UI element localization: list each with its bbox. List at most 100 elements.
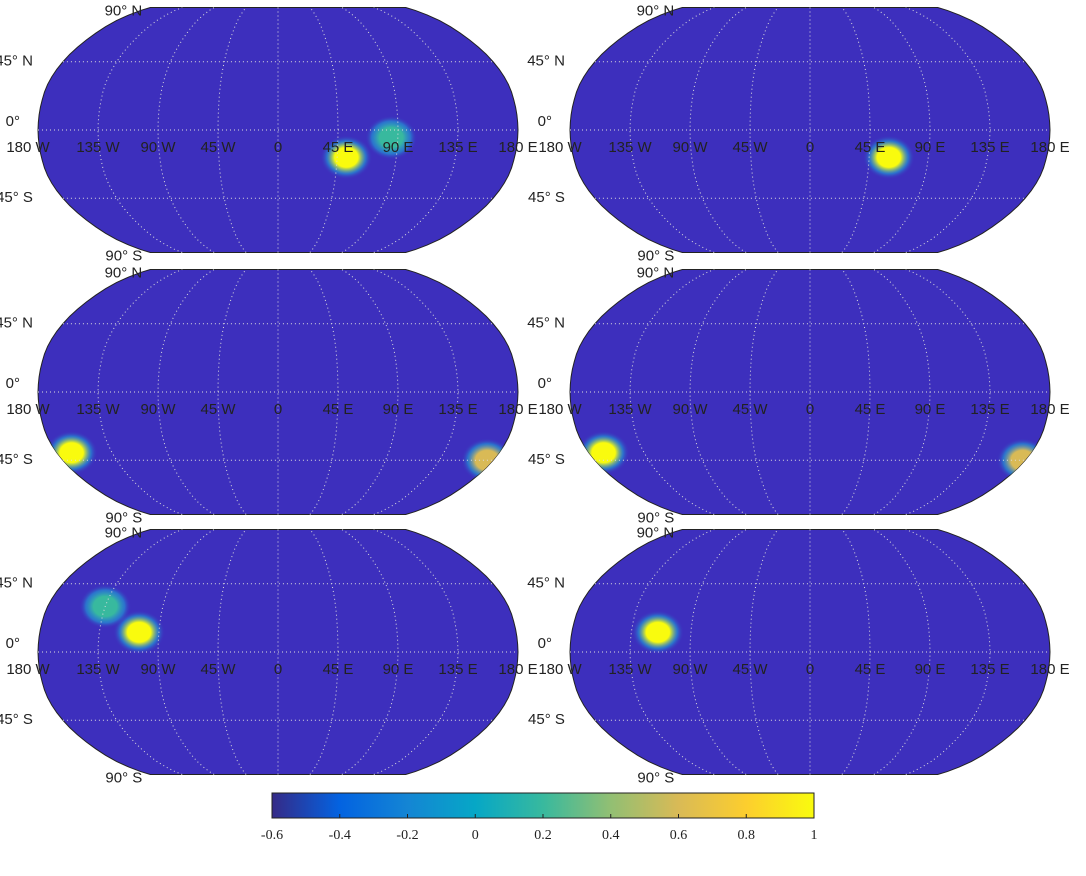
graticule — [749, 529, 779, 775]
lon-label: 90 W — [672, 401, 708, 418]
lat-label: 45° N — [0, 315, 33, 332]
lat-label: 45° S — [0, 451, 33, 468]
map-panel: 90° N 45° N 0° 45° S 90° S 180 W 135 W 90 W 45 W… — [0, 2, 538, 264]
lon-label: 45 W — [200, 401, 236, 418]
lon-label: 135 E — [438, 139, 477, 156]
lon-label: 180 W — [538, 661, 582, 678]
lat-label: 90° S — [637, 509, 674, 526]
hotspot — [365, 115, 418, 160]
graticule — [157, 529, 215, 775]
graticule — [841, 7, 871, 253]
colorbar: -0.6 -0.4 -0.2 0 0.2 0.4 0.6 0.8 1 — [261, 792, 818, 843]
lon-label: 45 W — [732, 401, 768, 418]
lon-label: 135 W — [76, 401, 120, 418]
lat-label: 0° — [6, 113, 20, 130]
lon-label: 135 W — [76, 139, 120, 156]
lat-label: 90° S — [637, 247, 674, 264]
lon-label: 45 E — [323, 139, 354, 156]
lon-label: 90 E — [383, 401, 414, 418]
lat-label: 90° S — [105, 769, 142, 786]
lon-label: 45 W — [200, 661, 236, 678]
lon-label: 45 E — [855, 661, 886, 678]
lat-label: 45° N — [0, 53, 33, 70]
lat-label: 45° N — [527, 53, 565, 70]
graticule — [341, 7, 399, 253]
hotspots — [862, 135, 915, 180]
map-panel: 90° N 45° N 0° 45° S 90° S 180 W 135 W 90 W 45 W… — [527, 264, 1069, 526]
lon-label: 135 W — [608, 401, 652, 418]
lat-label: 45° N — [527, 575, 565, 592]
lon-label: 180 E — [498, 139, 537, 156]
lat-label: 0° — [6, 635, 20, 652]
lon-label: 45 W — [732, 661, 768, 678]
lat-label: 45° S — [0, 711, 33, 728]
lon-label: 45 E — [855, 401, 886, 418]
colorbar-tick-label: 0.6 — [670, 828, 688, 843]
lat-label: 0° — [538, 113, 552, 130]
lon-label: 180 W — [6, 401, 50, 418]
lon-label: 90 E — [915, 661, 946, 678]
graticule — [873, 529, 931, 775]
lon-label: 180 W — [538, 139, 582, 156]
lat-label: 90° S — [105, 509, 142, 526]
lon-label: 0 — [274, 139, 282, 156]
lon-label: 135 E — [438, 401, 477, 418]
lon-label: 90 W — [140, 661, 176, 678]
lat-label: 45° S — [528, 189, 565, 206]
lat-label: 45° S — [528, 451, 565, 468]
graticule — [217, 529, 247, 775]
graticule — [217, 269, 247, 515]
map-panel: 90° N 45° N 0° 45° S 90° S 180 W 135 W 90 W 45 W… — [0, 524, 538, 786]
lat-label: 45° S — [0, 189, 33, 206]
graticule — [873, 7, 931, 253]
hotspot — [631, 610, 684, 655]
lat-label: 45° N — [527, 315, 565, 332]
graticule — [689, 529, 747, 775]
lon-label: 90 W — [672, 139, 708, 156]
lon-label: 180 E — [1030, 661, 1069, 678]
lat-label: 45° N — [0, 575, 33, 592]
hotspot — [113, 610, 166, 655]
graticule — [749, 269, 779, 515]
colorbar-tick-label: 0.2 — [534, 828, 552, 843]
lon-label: 0 — [274, 401, 282, 418]
lat-label: 90° N — [637, 524, 675, 541]
lon-label: 90 E — [915, 401, 946, 418]
lat-label: 0° — [538, 375, 552, 392]
lon-label: 45 W — [200, 139, 236, 156]
colorbar-tick-label: 0.8 — [738, 828, 756, 843]
lon-label: 135 E — [438, 661, 477, 678]
lat-label: 90° N — [637, 2, 675, 19]
colorbar-tick-label: 1 — [811, 828, 818, 843]
lon-label: 180 W — [538, 401, 582, 418]
graticule — [341, 269, 399, 515]
lat-label: 90° N — [105, 264, 143, 281]
lon-label: 135 W — [76, 661, 120, 678]
hotspots — [631, 610, 684, 655]
lat-label: 90° S — [105, 247, 142, 264]
lon-label: 45 W — [732, 139, 768, 156]
colorbar-tick-label: -0.4 — [329, 828, 351, 843]
map-panel: 90° N 45° N 0° 45° S 90° S 180 W 135 W 90 W 45 W… — [527, 2, 1069, 264]
lat-label: 90° N — [105, 524, 143, 541]
lon-label: 90 E — [383, 139, 414, 156]
lon-label: 45 E — [323, 661, 354, 678]
graticule — [841, 529, 871, 775]
graticule — [841, 269, 871, 515]
hotspot — [577, 430, 630, 475]
hotspot — [862, 135, 915, 180]
lon-label: 0 — [806, 401, 814, 418]
graticule — [309, 7, 339, 253]
lon-label: 45 E — [323, 401, 354, 418]
hotspots — [320, 115, 418, 180]
lon-label: 135 W — [608, 661, 652, 678]
colorbar-bar — [271, 792, 815, 819]
lon-label: 90 W — [140, 401, 176, 418]
graticule — [689, 7, 747, 253]
lon-label: 135 E — [970, 401, 1009, 418]
lon-label: 180 W — [6, 661, 50, 678]
lon-label: 90 W — [140, 139, 176, 156]
lon-label: 180 W — [6, 139, 50, 156]
graticule — [157, 7, 215, 253]
